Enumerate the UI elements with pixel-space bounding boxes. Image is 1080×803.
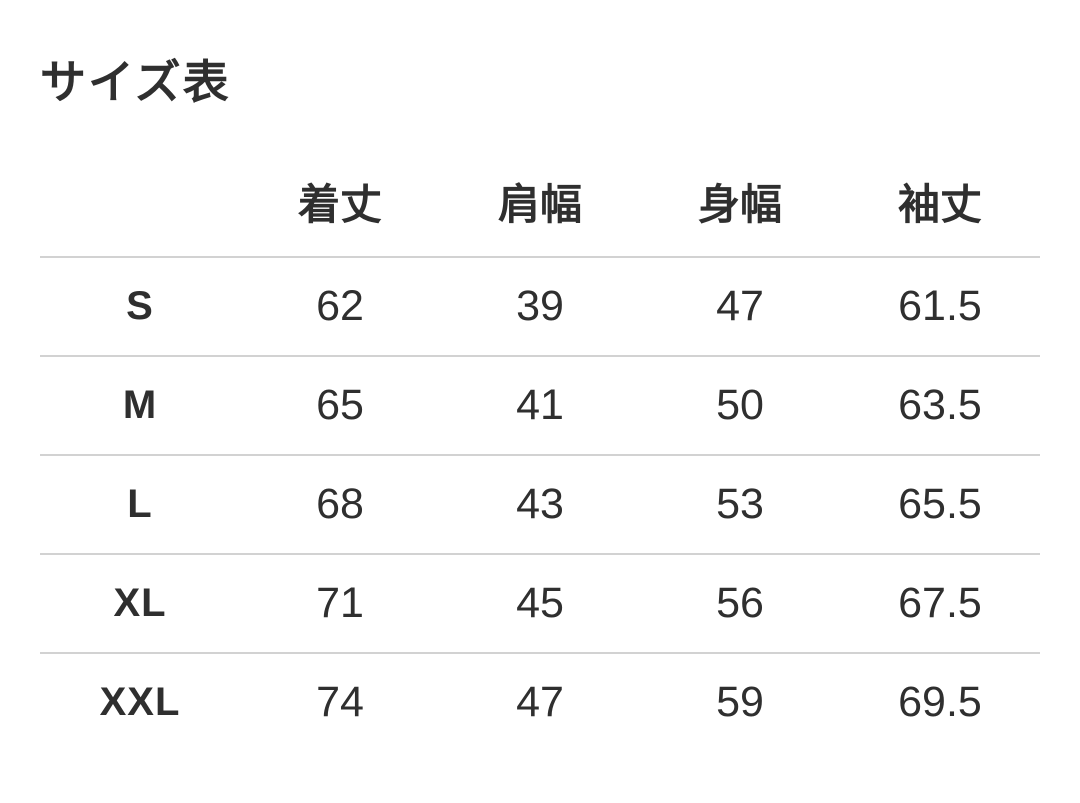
size-table: 着丈 肩幅 身幅 袖丈 S 62 39 47 61.5 M 65 41 50 63.5 L 68 43 53 65… xyxy=(40,108,1040,751)
measurement-cell: 47 xyxy=(640,257,840,357)
table-row: L 68 43 53 65.5 xyxy=(40,455,1040,555)
table-row: M 65 41 50 63.5 xyxy=(40,356,1040,456)
row-size-label: M xyxy=(40,356,240,456)
size-table-header-row: 着丈 肩幅 身幅 袖丈 xyxy=(40,108,1040,258)
column-header: 袖丈 xyxy=(840,108,1040,258)
table-row: S 62 39 47 61.5 xyxy=(40,257,1040,357)
table-row: XL 71 45 56 67.5 xyxy=(40,554,1040,654)
page-title: サイズ表 xyxy=(40,56,231,108)
measurement-cell: 63.5 xyxy=(840,356,1040,456)
measurement-cell: 43 xyxy=(440,455,640,555)
column-header: 着丈 xyxy=(240,108,440,258)
row-size-label: S xyxy=(40,257,240,357)
table-row: XXL 74 47 59 69.5 xyxy=(40,653,1040,751)
measurement-cell: 67.5 xyxy=(840,554,1040,654)
column-header: 肩幅 xyxy=(440,108,640,258)
measurement-cell: 65 xyxy=(240,356,440,456)
measurement-cell: 56 xyxy=(640,554,840,654)
measurement-cell: 53 xyxy=(640,455,840,555)
column-header: 身幅 xyxy=(640,108,840,258)
measurement-cell: 69.5 xyxy=(898,678,982,726)
measurement-cell: 47 xyxy=(516,678,564,726)
measurement-cell: 61.5 xyxy=(840,257,1040,357)
measurement-cell: 62 xyxy=(240,257,440,357)
row-size-label: XXL xyxy=(99,680,181,724)
size-table-corner-cell xyxy=(40,108,240,258)
measurement-cell: 71 xyxy=(240,554,440,654)
measurement-cell: 68 xyxy=(240,455,440,555)
size-chart-section: サイズ表 着丈 肩幅 身幅 袖丈 S 62 39 47 61.5 M 65 41 50 63.5 L 68 4… xyxy=(0,56,1080,751)
measurement-cell: 39 xyxy=(440,257,640,357)
size-table-body: S 62 39 47 61.5 M 65 41 50 63.5 L 68 43 53 65.5 XL 71 45 5… xyxy=(40,257,1040,751)
measurement-cell: 74 xyxy=(316,678,364,726)
row-size-label: XL xyxy=(40,554,240,654)
measurement-cell: 50 xyxy=(640,356,840,456)
row-size-label: L xyxy=(40,455,240,555)
measurement-cell: 41 xyxy=(440,356,640,456)
measurement-cell: 65.5 xyxy=(840,455,1040,555)
measurement-cell: 45 xyxy=(440,554,640,654)
measurement-cell: 59 xyxy=(716,678,764,726)
